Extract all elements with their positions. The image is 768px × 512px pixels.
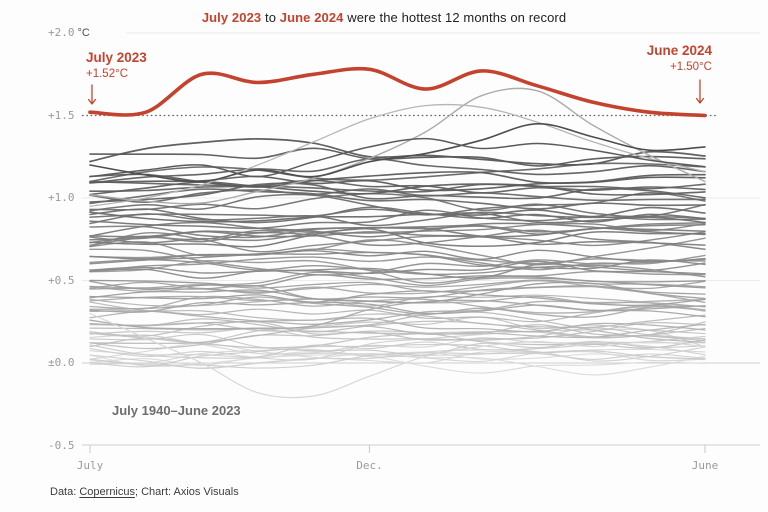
y-axis-tick-text: -0.5 <box>48 438 75 452</box>
title-connector: to <box>261 10 280 25</box>
title-highlight-end: June 2024 <box>279 10 344 25</box>
historical-notable-series-line <box>89 103 706 207</box>
historical-notable-series-line <box>89 137 706 178</box>
y-axis-tick-label: +0.5 <box>48 273 75 289</box>
annotation-june-2024-value: +1.50°C <box>669 61 712 73</box>
historical-series-line <box>89 256 706 273</box>
y-axis-unit-label: °C <box>77 27 90 39</box>
historical-series-line <box>89 290 706 307</box>
historical-series-line <box>89 211 706 227</box>
historical-series-line <box>89 305 706 323</box>
historical-series-line <box>89 249 706 263</box>
historical-series-line <box>89 346 706 370</box>
historical-series-line <box>89 158 706 184</box>
x-axis-tick-label: Dec. <box>356 459 383 472</box>
annotation-june-2024: June 2024 +1.50°C <box>647 43 712 73</box>
historical-series-line <box>89 248 706 276</box>
historical-series-line <box>89 188 706 210</box>
historical-series-line <box>89 262 706 279</box>
historical-notable-series-line <box>89 122 706 183</box>
historical-series-line <box>89 259 706 284</box>
title-highlight-start: July 2023 <box>201 10 262 25</box>
historical-series-line <box>89 333 706 356</box>
annotation-july-2023-value: +1.52°C <box>86 68 129 80</box>
annotation-july-2023: July 2023 +1.52°C <box>86 50 147 80</box>
historical-series-line <box>89 323 706 344</box>
y-axis-tick-text: +1.0 <box>48 191 75 204</box>
historical-series-line <box>89 311 706 343</box>
source-credit: Data: Copernicus; Chart: Axios Visuals <box>50 486 239 498</box>
historical-notable-series-line <box>89 312 706 399</box>
historical-series-line <box>89 147 706 167</box>
y-axis-tick-text: +1.5 <box>48 108 75 122</box>
y-axis-tick-text: +2.0 <box>48 26 75 39</box>
historical-series-line <box>89 295 706 314</box>
historical-series-line <box>89 206 706 224</box>
historical-band-label: July 1940–June 2023 <box>112 403 241 418</box>
historical-series-line <box>89 227 706 248</box>
chart-title: July 2023 to June 2024 were the hottest … <box>0 10 768 25</box>
historical-series-line <box>89 328 706 361</box>
y-axis-tick-label: +2.0 °C <box>48 25 90 41</box>
historical-series-line <box>89 260 706 279</box>
historical-series-line <box>89 229 706 251</box>
annotation-july-2023-label: July 2023 <box>86 50 147 65</box>
historical-series-line <box>89 138 706 166</box>
y-axis-tick-label: +1.0 <box>48 190 75 206</box>
historical-series-line <box>89 193 706 218</box>
historical-series-line <box>89 222 706 246</box>
historical-series-line <box>89 301 706 315</box>
historical-series-line <box>89 206 706 223</box>
highlight-series-line <box>88 66 707 118</box>
historical-series-line <box>89 285 706 300</box>
historical-series-line <box>89 341 706 364</box>
y-axis-tick-label: ±0.0 <box>48 355 75 371</box>
title-rest: were the hottest 12 months on record <box>343 10 567 25</box>
historical-series-line <box>89 258 706 278</box>
historical-series-line <box>89 182 706 203</box>
y-axis-tick-text: +0.5 <box>48 273 75 287</box>
x-axis-tick-label: July <box>76 459 104 472</box>
historical-series-line <box>89 296 706 318</box>
credit-suffix: ; Chart: Axios Visuals <box>135 486 239 498</box>
historical-series-line <box>89 327 706 341</box>
x-axis-tick-label: June <box>691 459 719 472</box>
y-axis-tick-label: -0.5 <box>48 438 75 454</box>
annotation-june-2024-label: June 2024 <box>646 43 712 58</box>
y-axis-tick-text: ±0.0 <box>48 356 75 369</box>
arrow-down-icon-start <box>87 84 97 105</box>
historical-notable-series-line <box>89 87 706 205</box>
source-prefix: Data: <box>50 486 80 498</box>
historical-series-line <box>89 281 706 304</box>
historical-series-line <box>89 344 706 368</box>
arrow-down-icon-end <box>695 79 705 104</box>
historical-series-line <box>89 180 706 193</box>
y-axis-tick-label: +1.5 <box>48 108 75 124</box>
historical-series-line <box>89 330 706 350</box>
historical-series-line <box>89 226 706 238</box>
source-link[interactable]: Copernicus <box>79 486 135 498</box>
historical-series-line <box>89 300 706 325</box>
historical-series-line <box>89 317 706 333</box>
